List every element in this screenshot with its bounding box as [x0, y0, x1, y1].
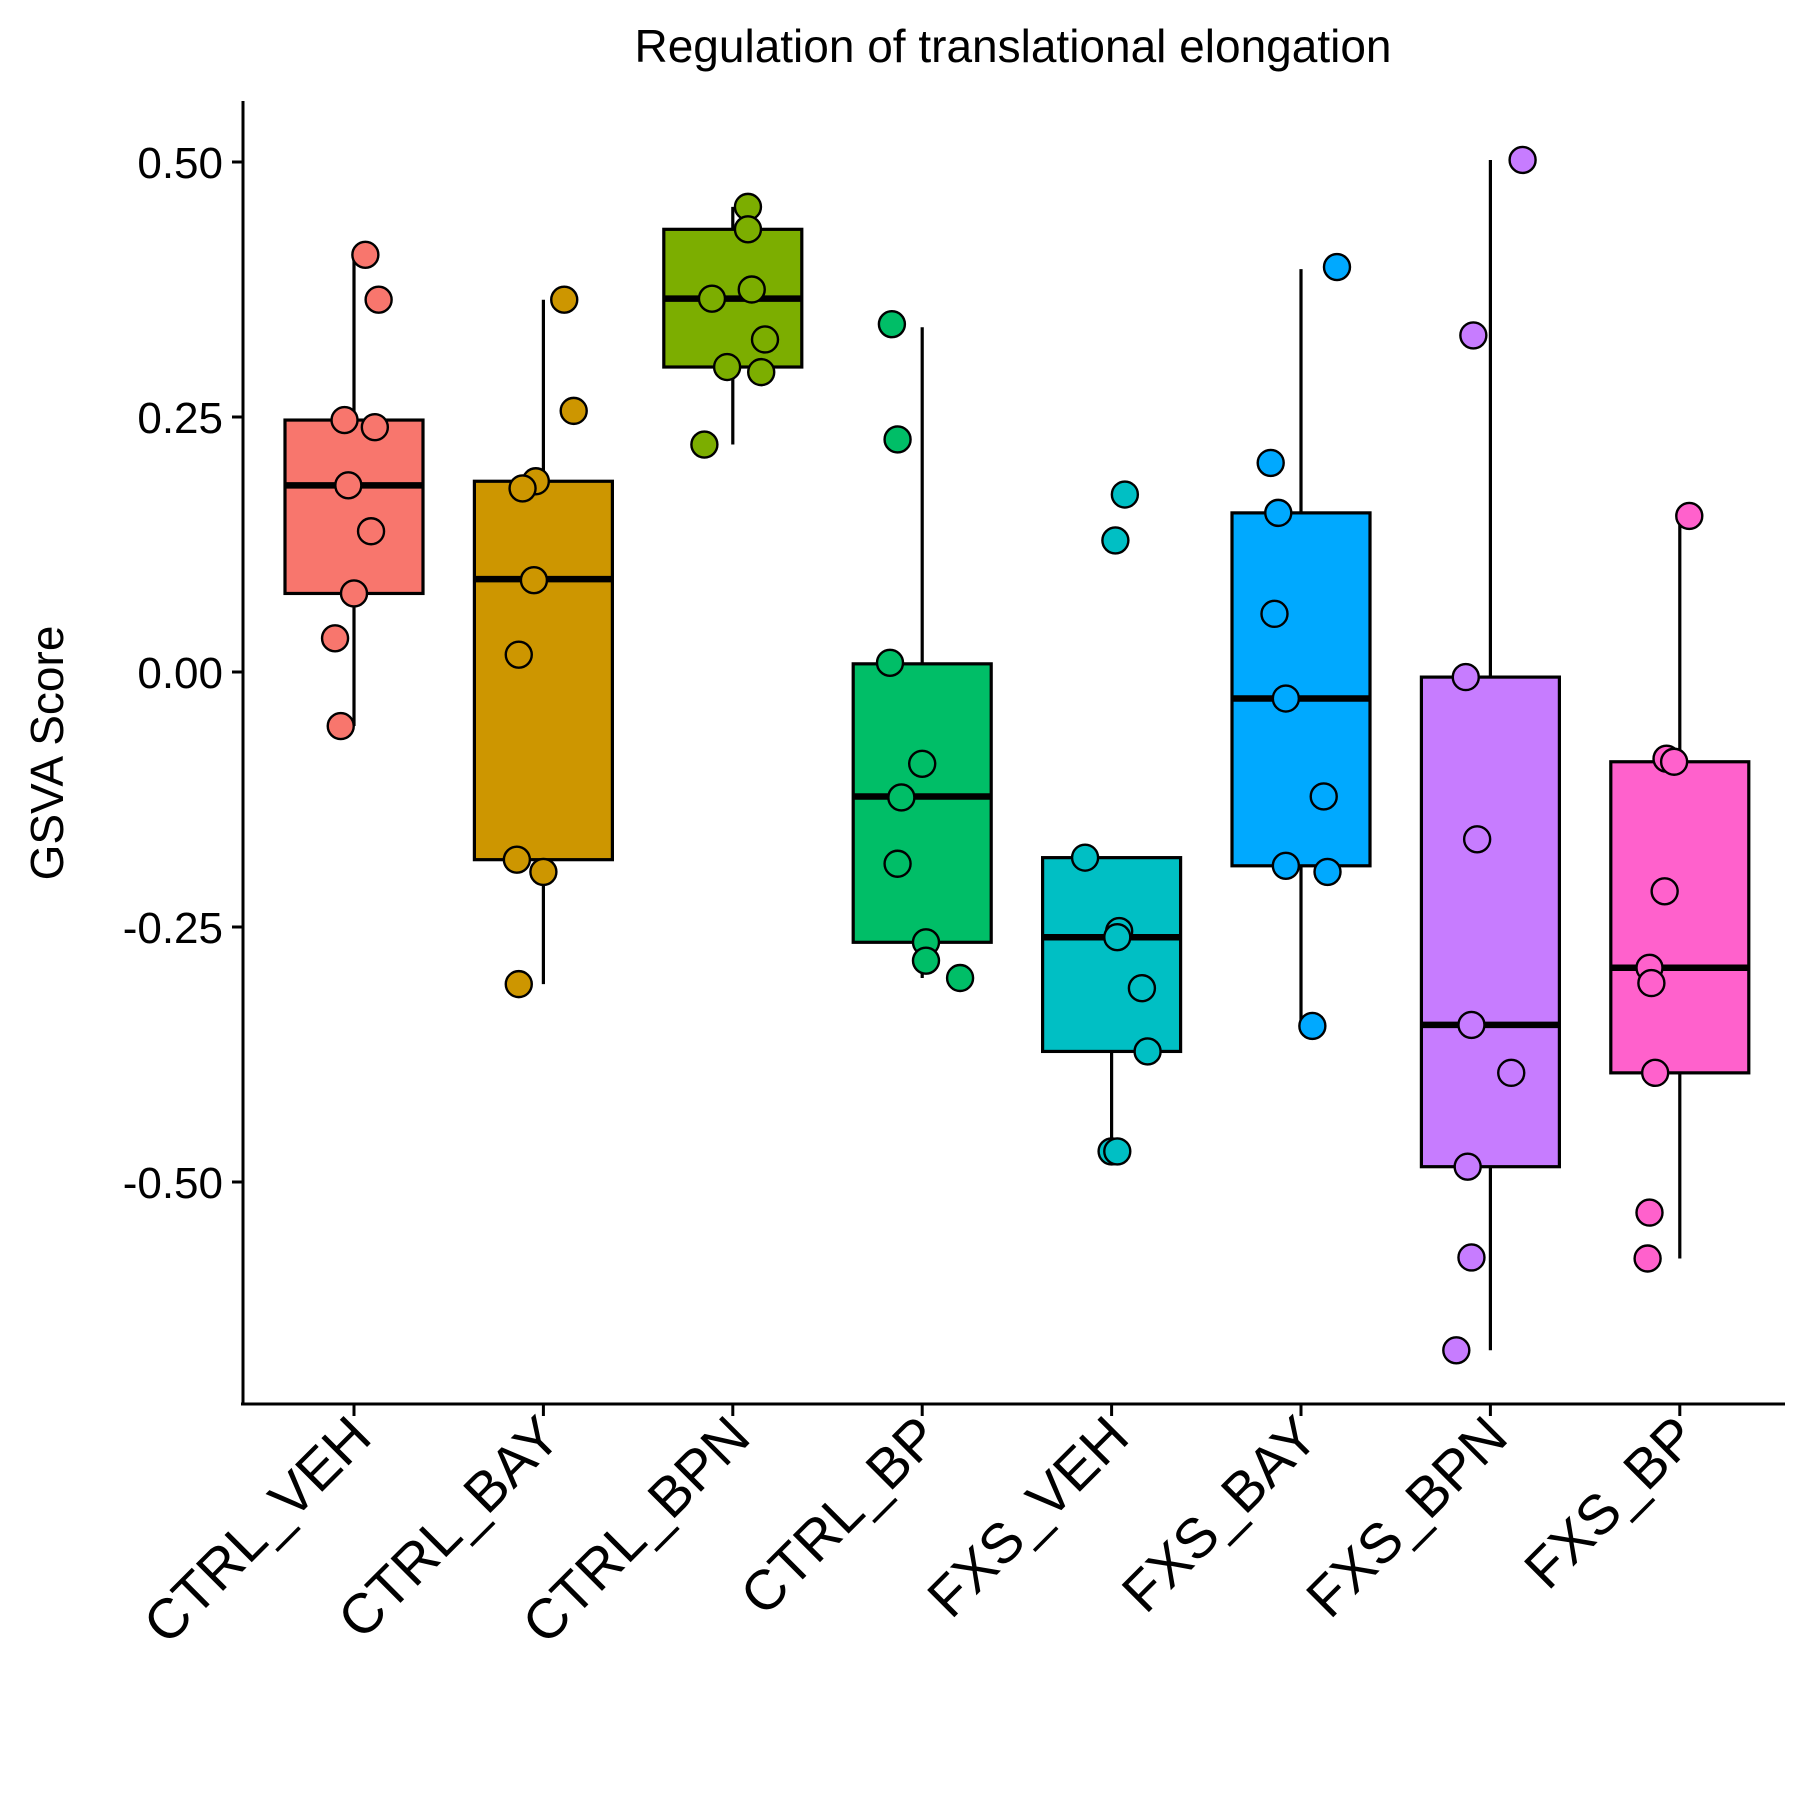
y-axis-ticks: 0.50 0.25 0.00 -0.25 -0.50: [123, 139, 243, 1208]
data-point: [1103, 923, 1132, 952]
box: [1040, 856, 1183, 1054]
data-point: [529, 857, 558, 887]
data-point: [1462, 825, 1492, 854]
data-point: [877, 309, 907, 339]
group-fxs-bp: [1609, 501, 1751, 1273]
data-point: [690, 430, 719, 459]
group-fxs-bpn: [1419, 145, 1562, 1365]
data-point: [697, 284, 727, 313]
box: [1419, 675, 1562, 1169]
data-point: [1070, 843, 1100, 872]
x-tick-label: FXS_VEH: [915, 1404, 1140, 1629]
data-point: [908, 749, 937, 778]
data-point: [356, 517, 386, 546]
data-point: [1264, 498, 1293, 528]
data-point: [712, 352, 742, 382]
data-point: [360, 413, 390, 442]
data-point: [1322, 252, 1352, 282]
group-fxs-veh: [1040, 480, 1183, 1166]
box: [472, 479, 614, 862]
y-tick-label: 0.00: [137, 649, 223, 698]
data-point: [1633, 1244, 1662, 1273]
data-point: [550, 285, 579, 314]
data-point: [883, 425, 912, 454]
x-tick-label: FXS_BPN: [1294, 1404, 1519, 1629]
data-point: [504, 640, 533, 669]
data-point: [330, 405, 359, 435]
data-point: [733, 215, 763, 244]
group-ctrl-bpn: [662, 192, 804, 459]
y-tick-label: -0.25: [123, 904, 223, 953]
data-point: [320, 624, 350, 653]
data-point: [1271, 684, 1301, 713]
data-point: [1650, 877, 1679, 906]
data-point: [911, 946, 941, 975]
data-point: [1103, 1137, 1132, 1166]
data-point: [875, 648, 905, 678]
data-point: [559, 396, 588, 426]
data-point: [1101, 526, 1130, 555]
box: [851, 662, 993, 944]
data-point: [750, 325, 780, 354]
data-point: [883, 849, 912, 878]
y-tick-label: 0.50: [137, 139, 223, 188]
data-point: [334, 471, 363, 500]
x-tick-label: CTRL_BP: [728, 1404, 951, 1627]
box: [283, 418, 425, 596]
data-point: [1271, 851, 1301, 880]
data-point: [1256, 448, 1285, 478]
data-point: [1457, 1010, 1486, 1040]
box: [1230, 511, 1372, 868]
x-tick-label: FXS_BP: [1512, 1404, 1708, 1600]
data-point: [502, 845, 532, 874]
data-point: [339, 579, 369, 608]
data-point: [1110, 480, 1140, 509]
data-point: [1127, 974, 1157, 1003]
data-point: [1508, 145, 1537, 175]
data-point: [1453, 1152, 1482, 1181]
data-point: [1309, 782, 1338, 811]
data-point: [1451, 662, 1480, 692]
x-tick-label: FXS_BAY: [1110, 1404, 1330, 1624]
box: [1609, 760, 1751, 1075]
x-axis-ticks: CTRL_VEHCTRL_BAYCTRL_BPNCTRL_BPFXS_VEHFX…: [131, 1404, 1708, 1655]
data-point: [1640, 1058, 1670, 1088]
y-tick-label: -0.50: [123, 1159, 223, 1208]
data-point: [504, 969, 533, 999]
group-ctrl-bp: [851, 309, 993, 993]
data-point: [1260, 599, 1289, 629]
data-point: [737, 275, 766, 304]
group-ctrl-veh: [283, 240, 425, 741]
data-point: [351, 240, 380, 270]
group-fxs-bay: [1230, 252, 1372, 1041]
data-point: [887, 783, 916, 812]
data-point: [364, 285, 393, 314]
data-point: [1457, 1243, 1486, 1272]
data-point: [1635, 1198, 1664, 1227]
data-point: [1442, 1336, 1471, 1365]
chart-title: Regulation of translational elongation: [635, 20, 1392, 72]
group-ctrl-bay: [472, 285, 614, 999]
data-point: [1637, 968, 1666, 998]
data-point: [519, 566, 549, 595]
y-axis-title: GSVA Score: [21, 626, 73, 881]
data-point: [1497, 1058, 1526, 1088]
data-point: [508, 474, 537, 503]
data-point: [1133, 1037, 1162, 1066]
data-point: [1459, 321, 1488, 350]
data-point: [1659, 747, 1689, 776]
data-point: [1675, 501, 1704, 531]
data-point: [945, 963, 975, 993]
plot-area: [283, 145, 1751, 1365]
data-point: [1298, 1011, 1327, 1041]
data-point: [747, 357, 776, 387]
y-tick-label: 0.25: [137, 394, 223, 443]
data-point: [326, 711, 355, 741]
data-point: [1313, 857, 1342, 887]
